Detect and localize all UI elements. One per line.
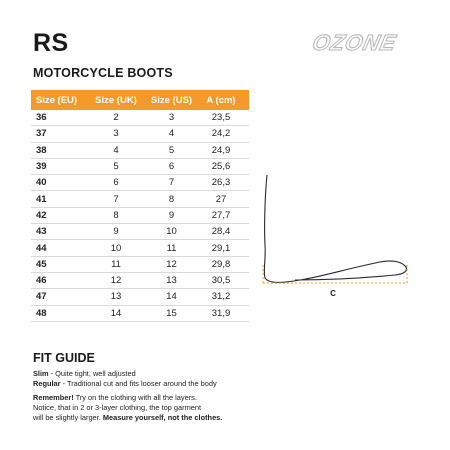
table-row: 48 14 15 31,9 <box>31 305 249 322</box>
fit-guide-title: FIT GUIDE <box>33 351 95 365</box>
table-header-row: Size (EU) Size (UK) Size (US) A (cm) <box>31 90 249 110</box>
cell-a-cm: 25,6 <box>193 158 249 176</box>
cell-size-eu: 36 <box>31 110 82 127</box>
table-body: 36 2 3 23,5 37 3 4 24,2 38 4 5 24,9 39 5 6 25,6 40 6 7 26,3… <box>31 110 249 322</box>
table-row: 41 7 8 27 <box>31 190 249 208</box>
size-table: Size (EU) Size (UK) Size (US) A (cm) 36 2… <box>31 90 249 322</box>
cell-size-eu: 47 <box>31 288 82 306</box>
table-row: 42 8 9 27,7 <box>31 207 249 225</box>
cell-size-uk: 6 <box>82 174 150 192</box>
col-header-eu: Size (EU) <box>31 90 82 110</box>
measure-label: C <box>330 289 336 298</box>
cell-size-uk: 13 <box>82 288 150 306</box>
cell-size-eu: 46 <box>31 272 82 290</box>
table-row: 44 10 11 29,1 <box>31 239 249 257</box>
cell-size-uk: 5 <box>82 158 150 176</box>
fit-notice-line: Notice, that in 2 or 3-layer clothing, t… <box>33 403 202 412</box>
cell-a-cm: 31,2 <box>193 288 249 306</box>
cell-size-us: 7 <box>150 174 193 192</box>
cell-size-us: 6 <box>150 158 193 176</box>
table-row: 46 12 13 30,5 <box>31 272 249 290</box>
cell-a-cm: 23,5 <box>193 110 249 127</box>
cell-size-us: 13 <box>150 272 193 290</box>
table-row: 47 13 14 31,2 <box>31 288 249 306</box>
cell-size-us: 14 <box>150 288 193 306</box>
cell-size-us: 8 <box>150 190 193 208</box>
table-row: 36 2 3 23,5 <box>31 110 249 127</box>
fit-regular-line: Regular - Traditional cut and fits loose… <box>33 379 217 388</box>
table-row: 39 5 6 25,6 <box>31 158 249 176</box>
cell-a-cm: 24,2 <box>193 125 249 143</box>
cell-a-cm: 29,8 <box>193 256 249 273</box>
cell-size-us: 11 <box>150 239 193 257</box>
table-row: 37 3 4 24,2 <box>31 125 249 143</box>
product-subtitle: MOTORCYCLE BOOTS <box>33 66 173 80</box>
foot-outline <box>263 174 408 283</box>
cell-size-us: 3 <box>150 110 193 127</box>
cell-a-cm: 27,7 <box>193 207 249 225</box>
fit-slim-line: Slim - Quite tight, well adjusted <box>33 369 136 378</box>
cell-size-uk: 3 <box>82 125 150 143</box>
cell-size-uk: 12 <box>82 272 150 290</box>
cell-size-uk: 2 <box>82 110 150 127</box>
cell-size-eu: 43 <box>31 223 82 241</box>
col-header-us: Size (US) <box>150 90 193 110</box>
cell-size-uk: 14 <box>82 305 150 322</box>
cell-a-cm: 28,4 <box>193 223 249 241</box>
cell-size-us: 9 <box>150 207 193 225</box>
product-title: RS <box>33 29 69 57</box>
cell-size-uk: 9 <box>82 223 150 241</box>
cell-size-uk: 7 <box>82 190 150 208</box>
table-row: 45 11 12 29,8 <box>31 256 249 273</box>
cell-size-us: 12 <box>150 256 193 273</box>
cell-a-cm: 30,5 <box>193 272 249 290</box>
cell-size-eu: 45 <box>31 256 82 273</box>
cell-size-uk: 11 <box>82 256 150 273</box>
table-row: 43 9 10 28,4 <box>31 223 249 241</box>
cell-a-cm: 27 <box>193 190 249 208</box>
logo-text: OZONE <box>310 31 399 55</box>
cell-size-us: 5 <box>150 142 193 159</box>
cell-size-eu: 40 <box>31 174 82 192</box>
cell-size-us: 15 <box>150 305 193 322</box>
col-header-uk: Size (UK) <box>82 90 150 110</box>
cell-size-eu: 38 <box>31 142 82 159</box>
cell-a-cm: 31,9 <box>193 305 249 322</box>
cell-size-uk: 8 <box>82 207 150 225</box>
cell-a-cm: 26,3 <box>193 174 249 192</box>
table-row: 40 6 7 26,3 <box>31 174 249 192</box>
foot-diagram: C <box>262 174 408 298</box>
fit-guide-body: Slim - Quite tight, well adjusted Regula… <box>33 369 433 423</box>
cell-size-uk: 10 <box>82 239 150 257</box>
cell-size-eu: 37 <box>31 125 82 143</box>
col-header-a-cm: A (cm) <box>193 90 249 110</box>
cell-a-cm: 24,9 <box>193 142 249 159</box>
cell-a-cm: 29,1 <box>193 239 249 257</box>
cell-size-eu: 42 <box>31 207 82 225</box>
cell-size-eu: 41 <box>31 190 82 208</box>
ozone-logo: OZONE <box>310 31 400 55</box>
cell-size-uk: 4 <box>82 142 150 159</box>
cell-size-eu: 48 <box>31 305 82 322</box>
cell-size-eu: 39 <box>31 158 82 176</box>
cell-size-eu: 44 <box>31 239 82 257</box>
table-row: 38 4 5 24,9 <box>31 142 249 159</box>
fit-remember-line: Remember! Try on the clothing with all t… <box>33 393 197 402</box>
cell-size-us: 10 <box>150 223 193 241</box>
cell-size-us: 4 <box>150 125 193 143</box>
fit-measure-line: will be slightly larger. Measure yoursel… <box>33 413 223 422</box>
